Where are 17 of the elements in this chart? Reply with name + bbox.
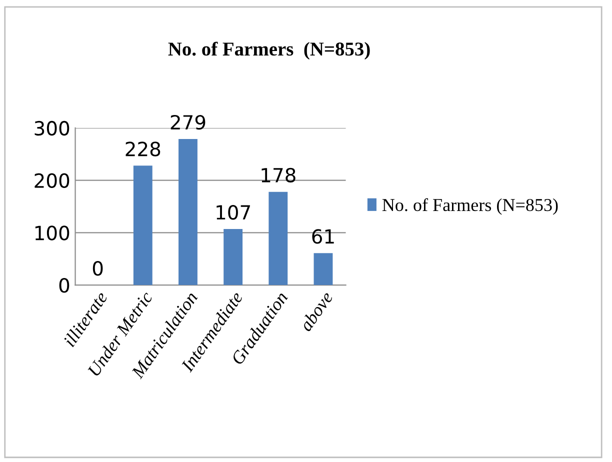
bar — [224, 229, 243, 286]
data-label: 178 — [262, 168, 296, 183]
data-label: 0 — [92, 261, 103, 276]
bar — [178, 138, 198, 286]
data-label: 107 — [216, 205, 250, 220]
chart-title: No. of Farmers (N=853) — [168, 42, 370, 60]
y-tick-label: 200 — [34, 173, 70, 188]
data-label: 228 — [126, 142, 160, 156]
data-label: 279 — [170, 114, 206, 130]
bar — [314, 253, 333, 286]
y-tick-label: 300 — [34, 120, 70, 136]
y-tick-label: 0 — [59, 278, 70, 293]
bar — [133, 166, 152, 286]
legend-label: No. of Farmers (N=853) — [382, 198, 558, 215]
data-label: 61 — [312, 229, 334, 244]
y-tick-label: 100 — [35, 226, 70, 240]
bar — [268, 192, 288, 286]
